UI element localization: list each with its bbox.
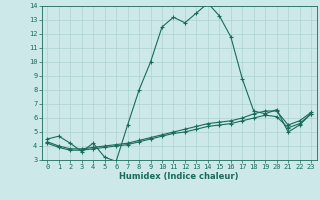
X-axis label: Humidex (Indice chaleur): Humidex (Indice chaleur) <box>119 172 239 181</box>
